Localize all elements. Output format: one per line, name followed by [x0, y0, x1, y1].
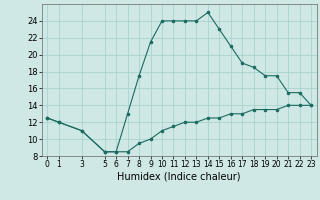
X-axis label: Humidex (Indice chaleur): Humidex (Indice chaleur): [117, 172, 241, 182]
